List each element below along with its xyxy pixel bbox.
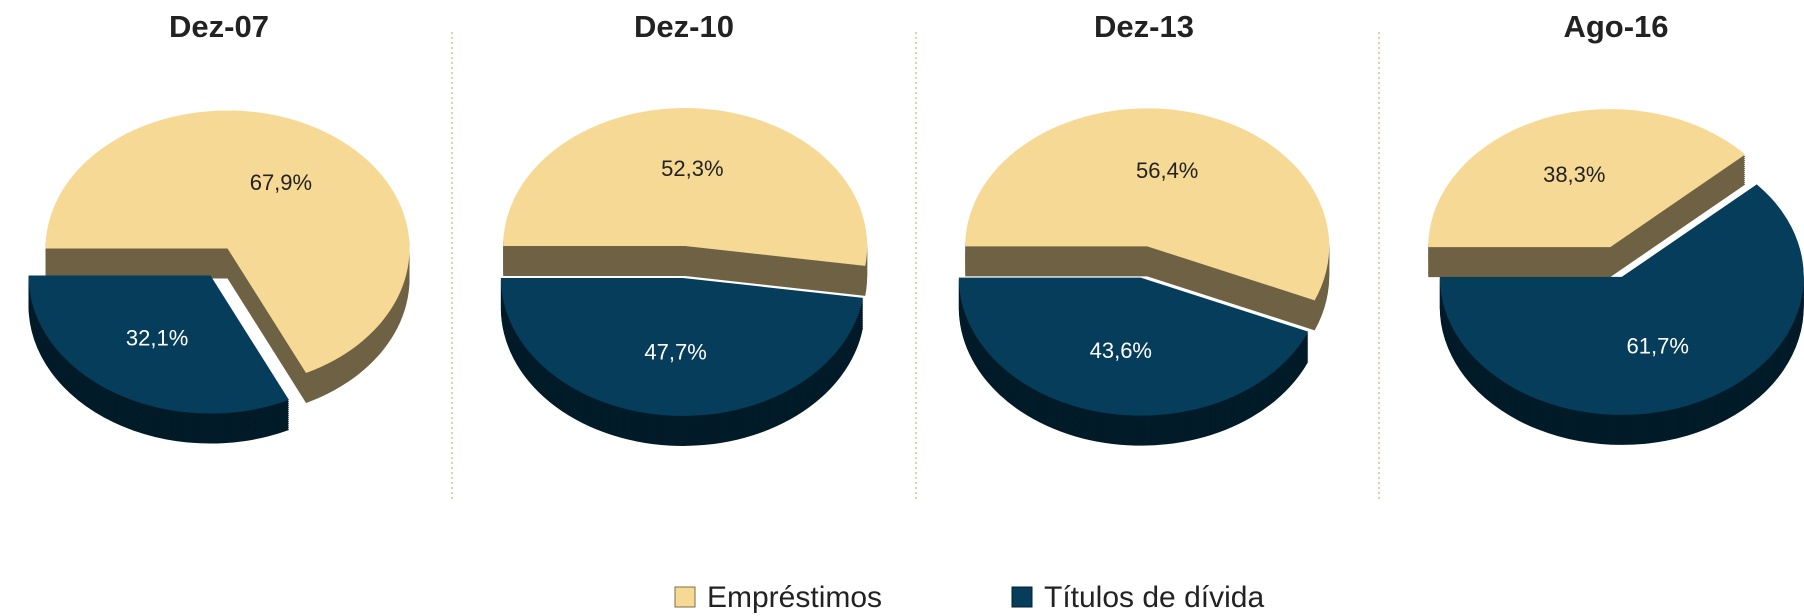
legend-swatch	[674, 586, 696, 608]
chart-title: Dez-10	[634, 9, 734, 44]
slice	[1439, 184, 1804, 415]
data-label: 67,9%	[250, 170, 312, 195]
data-label: 43,6%	[1090, 338, 1152, 363]
chart-title: Ago-16	[1563, 9, 1668, 44]
legend-label: Títulos de dívida	[1044, 581, 1264, 614]
chart-title: Dez-07	[169, 9, 269, 44]
pie: 56,4% 43,6%	[958, 108, 1330, 446]
chart-title: Dez-13	[1094, 9, 1194, 44]
data-label: 61,7%	[1627, 334, 1689, 359]
pie: 67,9% 32,1%	[28, 110, 410, 444]
slice	[1428, 109, 1746, 248]
data-label: 56,4%	[1136, 158, 1198, 183]
data-label: 47,7%	[644, 339, 706, 364]
slice	[28, 275, 289, 414]
pie: 38,3% 61,7%	[1428, 109, 1804, 445]
data-label: 32,1%	[126, 326, 188, 351]
slice	[45, 110, 410, 373]
legend-label: Empréstimos	[707, 581, 882, 614]
data-label: 52,3%	[661, 156, 723, 181]
legend-swatch	[1011, 586, 1033, 608]
slice	[500, 277, 863, 416]
data-label: 38,3%	[1543, 162, 1605, 187]
slice	[503, 108, 868, 266]
slice	[958, 277, 1309, 416]
slice	[965, 108, 1330, 301]
pie: 52,3% 47,7%	[500, 108, 868, 446]
